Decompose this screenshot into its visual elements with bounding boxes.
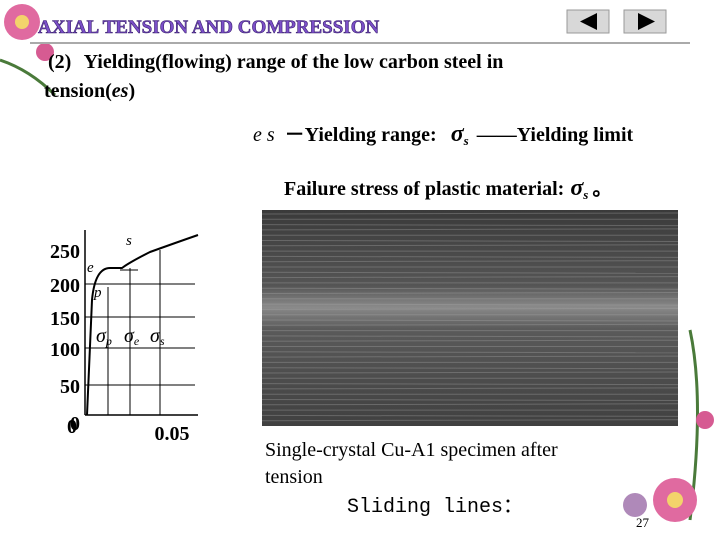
stripe [261,383,679,386]
sigma-sub: e [134,334,140,348]
limit-label: ——Yielding limit [476,124,634,146]
stripe [261,276,679,279]
stripe [261,351,679,354]
sigma-sub: s [160,334,165,348]
point-label: e [87,260,94,276]
failure-end: 。 [592,178,612,200]
stripe [261,414,679,417]
flower-right [623,329,714,522]
marker-label: σe [124,325,140,348]
sigma-sub: s [463,133,469,148]
x-label: 0.05 [155,423,190,445]
sigma: σ [96,325,107,347]
nav-next[interactable] [623,9,667,34]
stripe [261,244,679,247]
page-number: 27 [636,515,650,530]
y-label: 150 [50,308,80,330]
stripe [261,399,679,401]
sigma: σ [570,175,584,201]
symbol: e s [253,124,275,146]
marker-label: σs [150,325,165,348]
stripe [261,419,679,422]
specimen-photo [261,210,679,426]
point-label: p [93,285,102,301]
stripe [261,260,679,263]
failure-text: Failure stress of plastic material: [284,178,564,200]
stripe [261,224,679,227]
y-label: 200 [50,275,80,297]
sigma-sub: s [582,187,588,202]
stripe [261,303,679,306]
y-label: 50 [60,376,80,398]
stripe [261,212,679,215]
sigma-sub: p [105,334,112,348]
range-label: －Yielding range: [285,124,437,146]
failure: Failure stress of plastic material: σs 。 [284,175,612,202]
flower-top-left [0,4,57,97]
sigma: σ [451,121,465,147]
stripe [261,367,679,370]
stripe [261,255,679,258]
curve [86,234,199,416]
heading: (2) Yielding(flowing) range of the low c… [48,51,503,73]
heading-line2: tension(es) [44,80,135,102]
stripe [261,371,679,374]
heading-text: Yielding(flowing) range of the low carbo… [84,51,504,73]
stripe [261,319,679,322]
x-label: 0 [67,416,77,438]
stripe [261,387,679,390]
y-label: 100 [50,339,80,361]
stripe [261,339,679,342]
stripe [261,355,679,358]
heading-close: ) [128,80,135,102]
point-label: s [126,233,132,249]
caption: Single-crystal Cu-A1 specimen after [265,439,558,461]
definition: e s －Yielding range: σs ——Yielding limit [253,121,634,148]
caption: tension [265,466,323,488]
marker-label: σp [96,325,112,348]
heading-number: (2) [48,51,71,73]
y-label: 250 [50,241,80,263]
note: Sliding lines： [347,496,523,519]
stripe [261,292,679,294]
y-label: 0 [70,413,80,435]
stripe [261,228,679,231]
nav-prev[interactable] [566,9,610,34]
stripe [261,403,679,406]
stripe [261,287,679,290]
sigma: σ [150,325,161,347]
stripe [261,307,679,310]
stripe [261,335,679,338]
sigma: σ [124,325,135,347]
stripe [261,240,679,242]
stripe [261,271,679,274]
stripe [261,323,679,326]
header-title: AXIAL TENSION AND COMPRESSION [38,17,379,38]
heading-italic: es [112,80,129,102]
heading-text2: tension( [44,80,112,102]
